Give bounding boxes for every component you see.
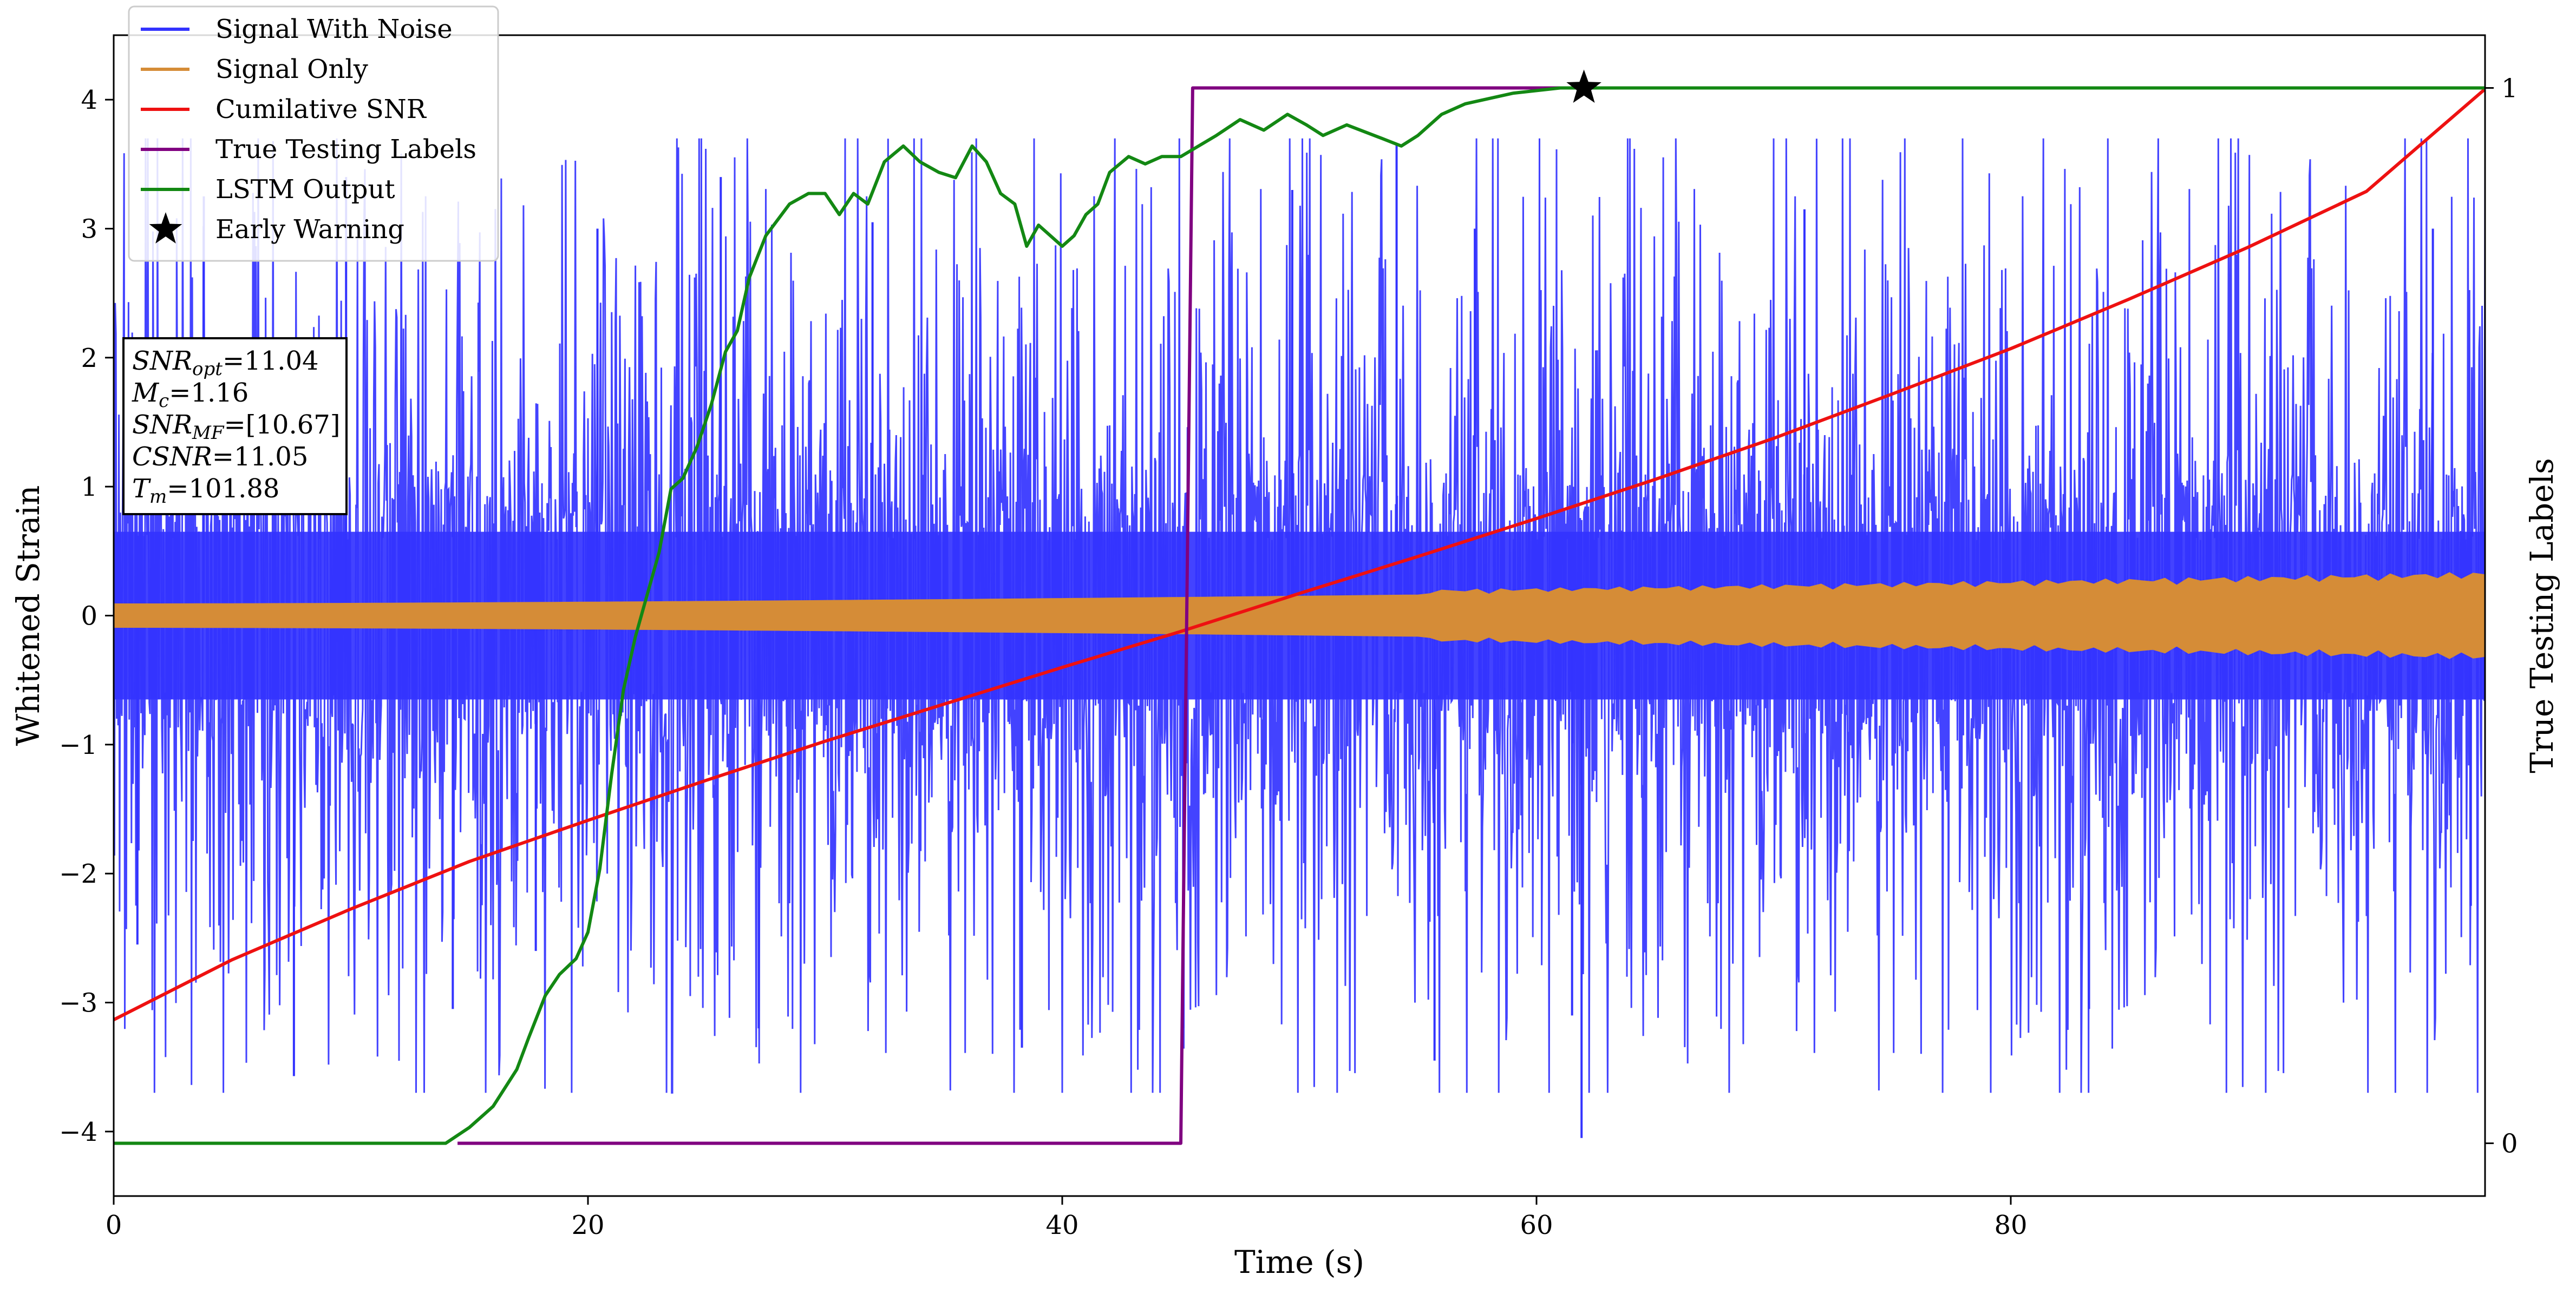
info-box-line: SNRMF=[10.67] [132,410,341,444]
series-cumilative-snr [114,88,2485,1021]
y2-tick-label: 0 [2501,1129,2518,1159]
legend-swatch-early-warning [149,212,182,244]
y2-axis-label: True Testing Labels [2523,458,2560,773]
y-tick-label: 1 [81,472,97,502]
x-axis-label: Time (s) [1234,1244,1364,1280]
y-tick-label: −1 [59,730,97,760]
x-tick-label: 0 [106,1210,122,1240]
y-tick-label: 3 [81,214,97,245]
info-box-line: Tm=101.88 [132,474,279,508]
legend-label-signal-with-noise: Signal With Noise [215,14,453,44]
y-tick-label: 2 [81,343,97,373]
y-tick-label: −4 [59,1117,97,1147]
y-tick-label: 0 [81,601,97,632]
early-warning-marker [1566,69,1601,103]
plot-area [114,69,2485,1145]
legend-frame [128,5,499,262]
series-lstm-output [114,86,2485,1145]
legend-label-cumilative-snr: Cumilative SNR [215,94,427,124]
legend-label-early-warning: Early Warning [215,214,404,245]
x-tick-label: 40 [1045,1210,1078,1240]
info-box-line: CSNR=11.05 [132,442,308,472]
legend-label-signal-only: Signal Only [215,54,368,84]
y-axis-label: Whitened Strain [10,485,47,746]
series-signal-only [114,572,2485,659]
x-tick-label: 20 [571,1210,604,1240]
info-box-line: SNRopt=11.04 [132,346,319,380]
info-box: SNRopt=11.04Mc=1.16SNRMF=[10.67]CSNR=11.… [122,337,348,515]
x-tick-label: 80 [1994,1210,2027,1240]
legend: Signal With Noise Signal Only Cumilative S… [128,5,499,262]
x-tick-label: 60 [1520,1210,1553,1240]
y2-tick-label: 1 [2501,74,2518,104]
y-tick-label: −2 [59,859,97,889]
legend-label-lstm-output: LSTM Output [215,174,395,205]
info-box-frame [122,337,348,515]
y-tick-label: 4 [81,85,97,115]
legend-label-true-testing-labels: True Testing Labels [215,134,476,165]
info-box-line: Mc=1.16 [132,378,249,412]
y-tick-label: −3 [59,988,97,1019]
